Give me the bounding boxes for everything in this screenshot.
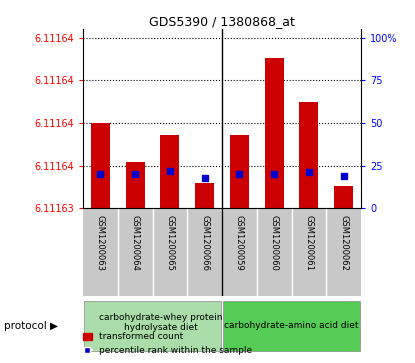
Bar bbox=[265, 58, 284, 208]
Text: GSM1200060: GSM1200060 bbox=[270, 215, 278, 271]
Legend: transformed count, percentile rank within the sample: transformed count, percentile rank withi… bbox=[79, 329, 256, 359]
Bar bbox=[223, 301, 360, 351]
Bar bbox=[195, 183, 214, 208]
Bar bbox=[160, 135, 179, 208]
Text: GSM1200061: GSM1200061 bbox=[305, 215, 313, 271]
Text: GSM1200066: GSM1200066 bbox=[200, 215, 209, 271]
Text: GSM1200059: GSM1200059 bbox=[235, 215, 244, 271]
Text: GSM1200064: GSM1200064 bbox=[131, 215, 139, 271]
Text: GSM1200065: GSM1200065 bbox=[166, 215, 174, 271]
Text: GSM1200063: GSM1200063 bbox=[96, 215, 105, 271]
Text: GSM1200062: GSM1200062 bbox=[339, 215, 348, 271]
Bar bbox=[91, 123, 110, 208]
Text: carbohydrate-whey protein
hydrolysate diet: carbohydrate-whey protein hydrolysate di… bbox=[100, 313, 223, 332]
Bar bbox=[126, 162, 145, 208]
Bar bbox=[84, 301, 221, 351]
Bar bbox=[299, 102, 318, 208]
Text: protocol ▶: protocol ▶ bbox=[4, 321, 58, 331]
Text: carbohydrate-amino acid diet: carbohydrate-amino acid diet bbox=[224, 321, 359, 330]
Title: GDS5390 / 1380868_at: GDS5390 / 1380868_at bbox=[149, 15, 295, 28]
Bar bbox=[230, 135, 249, 208]
Bar bbox=[334, 186, 353, 208]
